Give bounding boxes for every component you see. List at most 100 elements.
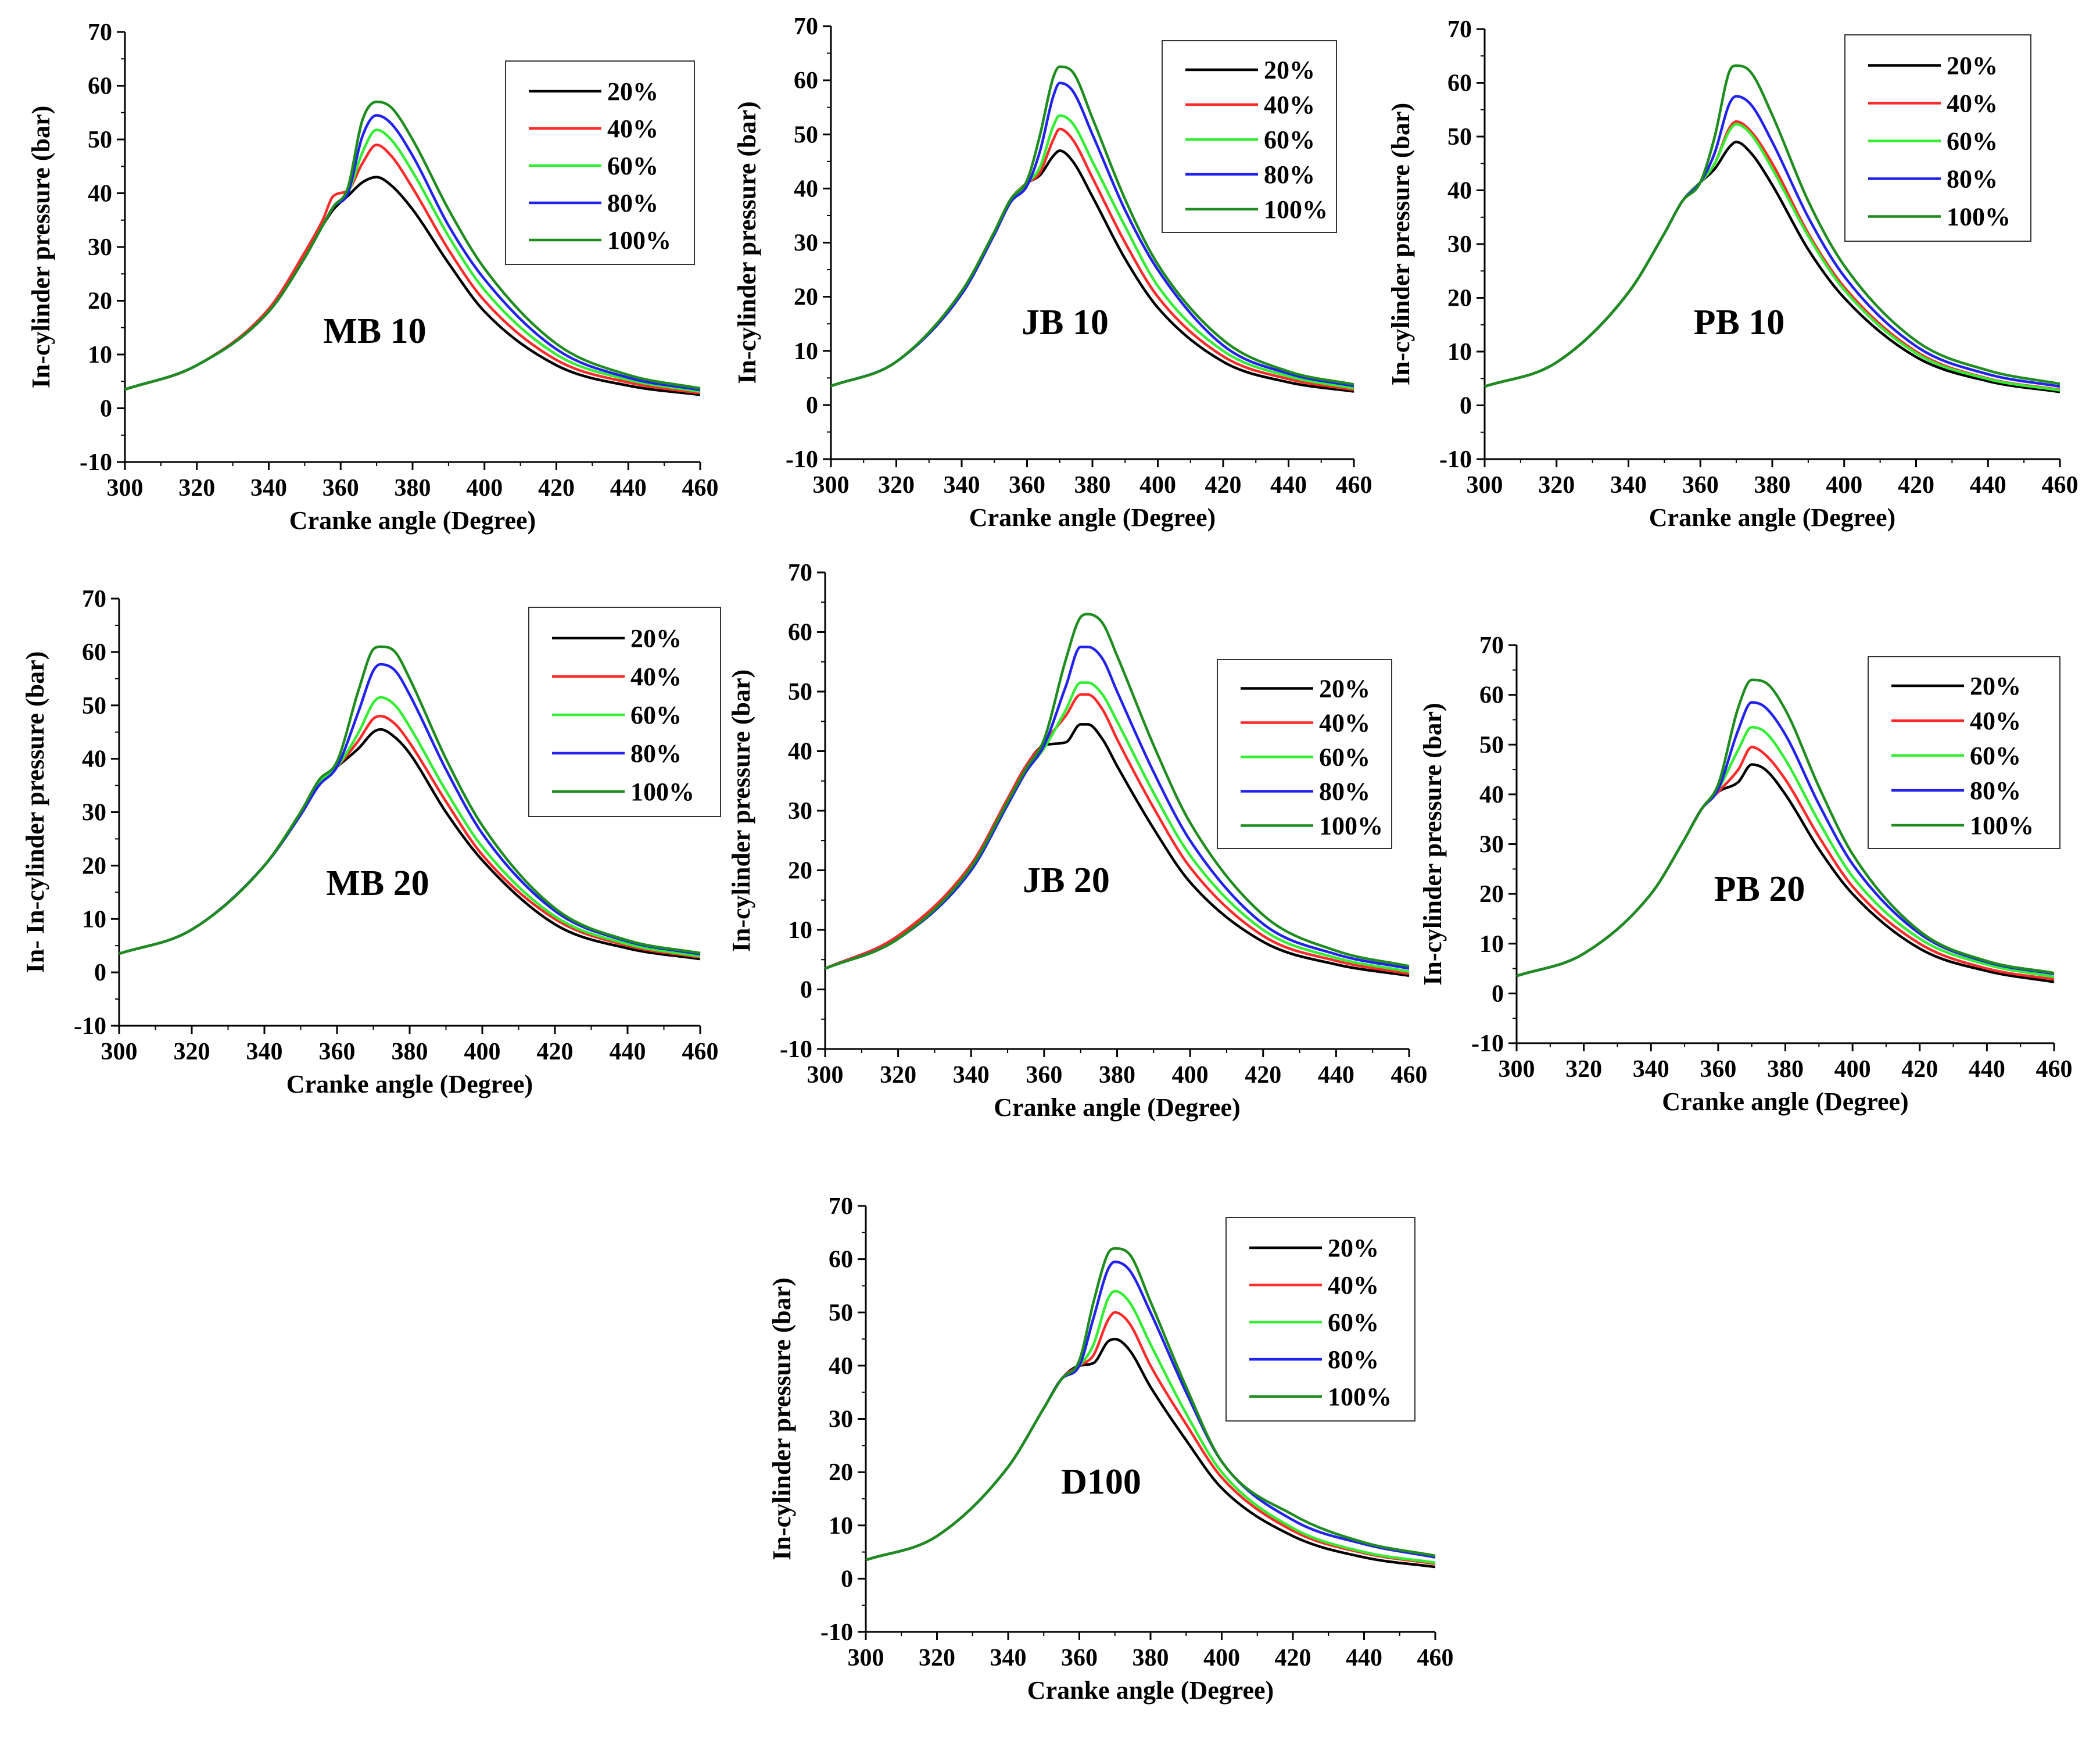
series-line-80pct — [825, 645, 1410, 970]
legend-label: 60% — [630, 701, 682, 729]
x-tick-label: 420 — [1245, 1062, 1281, 1089]
legend-label: 40% — [1328, 1271, 1379, 1299]
series-line-80pct — [830, 81, 1354, 388]
legend-label: 20% — [1970, 672, 2021, 700]
panel-label: D100 — [1061, 1462, 1141, 1502]
x-axis-title: Cranke angle (Degree) — [1027, 1676, 1274, 1705]
chart-panel-jb10: -10 0 10 20 30 40 50 60 70 300 320 340 360 380 400 420 4… — [733, 13, 1372, 532]
legend-label: 40% — [607, 114, 658, 143]
x-tick-label: 420 — [537, 1039, 574, 1065]
x-tick-label: 420 — [538, 475, 575, 502]
x-tick-label: 320 — [878, 472, 915, 499]
y-axis-title: In-cylinder pressure (bar) — [768, 1277, 796, 1560]
legend-label: 40% — [1319, 709, 1370, 737]
x-tick-label: 360 — [1700, 1056, 1736, 1083]
x-tick-label: 440 — [1969, 1056, 2005, 1083]
x-tick-label: 400 — [1139, 472, 1176, 499]
x-tick-label: 420 — [1275, 1645, 1311, 1671]
y-tick-label: -10 — [786, 446, 818, 473]
y-axis-title: In-cylinder pressure (bar) — [27, 106, 55, 388]
series-line-100pct — [1484, 64, 2060, 388]
y-tick-label: -10 — [80, 449, 112, 476]
x-tick-label: 360 — [1009, 472, 1045, 499]
y-tick-label: 60 — [794, 67, 818, 94]
y-tick-label: 40 — [794, 176, 818, 202]
legend-box — [1844, 34, 2031, 242]
x-tick-label: 340 — [1610, 472, 1647, 499]
x-tick-label: 420 — [1205, 472, 1242, 499]
y-tick-label: -10 — [1471, 1030, 1504, 1057]
legend-label: 60% — [1264, 126, 1315, 154]
legend-label: 80% — [1970, 776, 2021, 805]
y-tick-label: 60 — [829, 1247, 853, 1273]
y-tick-label: 0 — [1460, 393, 1472, 420]
panel-label: MB 20 — [326, 864, 429, 903]
legend: 20% 40% 60% 80% 100% — [1162, 40, 1337, 233]
x-axis-title: Cranke angle (Degree) — [1649, 503, 1895, 532]
legend-label: 20% — [607, 77, 658, 106]
y-tick-label: 30 — [788, 798, 812, 825]
y-tick-label: 0 — [94, 959, 106, 986]
legend-label: 100% — [630, 778, 694, 806]
legend-label: 20% — [630, 624, 682, 653]
y-tick-label: 20 — [829, 1459, 853, 1486]
legend-box — [1162, 40, 1337, 233]
chart-panel-pb10: -10 0 10 20 30 40 50 60 70 300 320 340 360 380 400 420 4… — [1386, 16, 2079, 532]
x-tick-label: 300 — [1499, 1056, 1535, 1083]
chart-panel-jb20: -10 0 10 20 30 40 50 60 70 300 320 340 360 380 400 420 4… — [727, 560, 1428, 1122]
x-tick-label: 300 — [848, 1645, 884, 1671]
y-tick-label: 50 — [829, 1299, 853, 1326]
chart-panel-mb10: -10 0 10 20 30 40 50 60 70 300 320 340 360 380 400 420 4… — [27, 19, 719, 535]
y-tick-label: 70 — [829, 1193, 853, 1220]
y-tick-label: 10 — [788, 917, 812, 944]
y-tick-label: 0 — [800, 977, 812, 1004]
y-tick-label: 70 — [1479, 632, 1504, 659]
legend-label: 40% — [630, 663, 682, 691]
y-axis-title: In-cylinder pressure (bar) — [1418, 703, 1447, 985]
legend-label: 80% — [630, 739, 682, 768]
y-tick-label: 0 — [100, 396, 112, 423]
y-tick-label: 50 — [82, 693, 106, 719]
x-tick-label: 440 — [1270, 472, 1307, 499]
legend-label: 100% — [1264, 195, 1328, 224]
x-tick-label: 300 — [101, 1039, 138, 1065]
legend-label: 100% — [1970, 811, 2034, 840]
x-tick-label: 440 — [1346, 1645, 1382, 1671]
x-tick-label: 340 — [246, 1039, 283, 1065]
x-tick-label: 400 — [1172, 1062, 1209, 1089]
y-tick-label: 60 — [1447, 70, 1472, 97]
legend-label: 60% — [1970, 742, 2021, 770]
x-tick-label: 440 — [1970, 472, 2006, 499]
legend: 20% 40% 60% 80% 100% — [1217, 659, 1392, 849]
legend-box — [528, 607, 721, 817]
y-tick-label: 60 — [1479, 682, 1504, 709]
legend-box — [505, 60, 695, 265]
y-tick-label: 10 — [1447, 339, 1472, 366]
y-tick-label: 40 — [788, 739, 812, 765]
y-tick-label: 60 — [788, 620, 812, 646]
x-tick-label: 340 — [1633, 1056, 1669, 1083]
y-tick-label: -10 — [780, 1036, 812, 1063]
legend: 20% 40% 60% 80% 100% — [1225, 1217, 1415, 1422]
series-line-100pct — [865, 1247, 1436, 1562]
x-tick-label: 320 — [174, 1039, 210, 1065]
y-tick-label: 0 — [1492, 980, 1504, 1007]
x-tick-label: 380 — [1133, 1645, 1169, 1671]
y-tick-label: 40 — [88, 181, 112, 207]
x-tick-label: 340 — [990, 1645, 1027, 1671]
x-tick-label: 440 — [610, 1039, 646, 1065]
y-tick-label: 30 — [1447, 231, 1472, 258]
x-tick-label: 320 — [1565, 1056, 1602, 1083]
y-tick-label: -10 — [820, 1619, 853, 1646]
y-tick-label: 30 — [829, 1406, 853, 1433]
x-tick-label: 460 — [2042, 472, 2079, 499]
y-tick-label: 50 — [788, 679, 812, 706]
y-tick-label: -10 — [1439, 446, 1472, 473]
legend-label: 20% — [1319, 675, 1370, 703]
y-tick-label: 40 — [829, 1353, 853, 1380]
x-tick-label: 360 — [322, 475, 359, 502]
x-tick-label: 420 — [1901, 1056, 1938, 1083]
y-tick-label: 50 — [88, 127, 112, 153]
x-tick-label: 320 — [1538, 472, 1575, 499]
legend-label: 60% — [1328, 1308, 1379, 1337]
